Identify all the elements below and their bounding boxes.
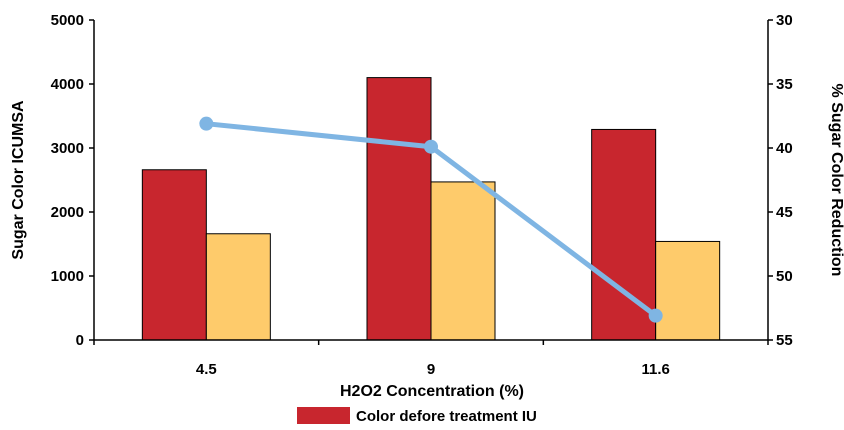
x-tick-label: 4.5 xyxy=(196,361,217,378)
y2-axis-title: % Sugar Color Reduction xyxy=(828,84,844,277)
bar-s2-3 xyxy=(655,240,721,341)
y-tick-label: 4000 xyxy=(51,76,84,93)
y2-tick-label: 35 xyxy=(776,76,793,93)
y-tick-label: 0 xyxy=(76,332,84,349)
bar-s1-1 xyxy=(141,169,207,341)
bar-s1-2 xyxy=(366,77,432,341)
legend-label: Color defore treatment IU xyxy=(356,408,537,425)
y-tick-label: 5000 xyxy=(51,12,84,29)
line-point-2 xyxy=(424,139,438,154)
bar-group xyxy=(141,77,721,341)
line-point-1 xyxy=(199,116,214,131)
y2-tick-label: 50 xyxy=(776,268,793,285)
line-point-3 xyxy=(648,308,663,323)
legend: Color defore treatment IU xyxy=(297,407,537,425)
y-tick-label: 2000 xyxy=(51,204,84,221)
x-tick-label: 9 xyxy=(427,361,435,378)
y-tick-label: 3000 xyxy=(51,140,84,157)
y-tick-label: 1000 xyxy=(51,268,84,285)
y2-tick-label: 55 xyxy=(776,332,793,349)
y2-tick-label: 30 xyxy=(776,12,793,29)
x-tick-label: 11.6 xyxy=(641,361,669,378)
axes xyxy=(89,19,773,345)
legend-swatch xyxy=(297,407,350,424)
y2-tick-label: 45 xyxy=(776,204,793,221)
x-axis-title: H2O2 Concentration (%) xyxy=(340,383,524,400)
line-series xyxy=(199,116,663,323)
y2-tick-label: 40 xyxy=(776,140,793,157)
bar-s2-1 xyxy=(205,233,271,341)
tick-labels: 0 1000 2000 3000 4000 5000 30 35 40 45 50 55 4.5 9 11.… xyxy=(51,12,793,378)
y-axis-title: Sugar Color ICUMSA xyxy=(10,100,27,260)
bar-s2-2 xyxy=(430,181,496,341)
